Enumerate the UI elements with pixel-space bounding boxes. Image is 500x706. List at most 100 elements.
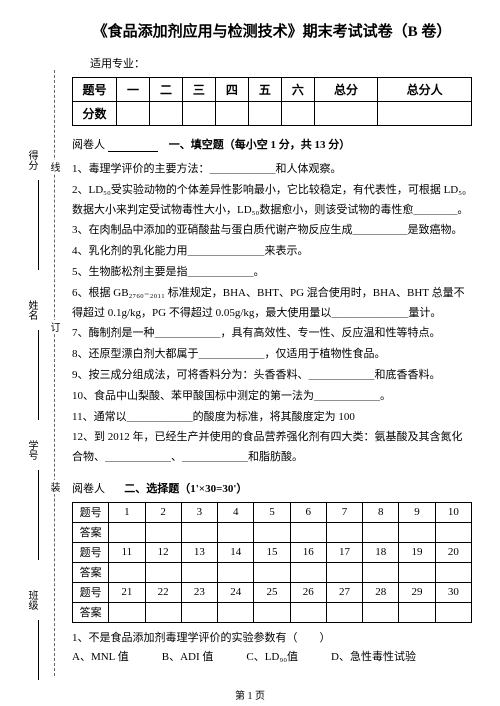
ans-cell (145, 602, 181, 622)
q-num: 17 (326, 542, 362, 562)
side-name: 姓名 (24, 300, 39, 320)
bind-label-1: 线 (46, 160, 61, 174)
q2: 2、LD₅₀受实验动物的个体差异性影响最小，它比较稳定，有代表性，可根据 LD₅… (72, 181, 472, 221)
score-3 (182, 102, 215, 126)
mcq-1: 1、不是食品添加剂毒理学评价的实验参数有（ ） A、MNL 值 B、ADI 值 … (72, 629, 472, 666)
col-1: 一 (117, 78, 150, 102)
subtitle: 适用专业： (90, 55, 472, 71)
side-line-4 (38, 620, 39, 680)
ans-cell (254, 602, 290, 622)
q-num: 11 (109, 542, 145, 562)
ans-cell (218, 602, 254, 622)
ans-cell (218, 562, 254, 582)
score-total (314, 102, 377, 126)
side-score: 得分 (24, 150, 39, 170)
grader-section2: 阅卷人 二、选择题（1'×30=30'） (72, 480, 472, 496)
col-totaller: 总分人 (378, 78, 472, 102)
mcq1-options: A、MNL 值 B、ADI 值 C、LD₉₀值 D、急性毒性试验 (72, 648, 472, 667)
q-num: 24 (218, 582, 254, 602)
ans-cell (254, 522, 290, 542)
q-num: 26 (290, 582, 326, 602)
ans-cell (181, 522, 217, 542)
fill-questions: 1、毒理学评价的主要方法：＿＿＿＿＿＿和人体观察。 2、LD₅₀受实验动物的个体… (72, 160, 472, 468)
q10: 10、食品中山梨酸、苯甲酸国标中测定的第一法为＿＿＿＿＿＿。 (72, 387, 472, 407)
col-6: 六 (281, 78, 314, 102)
q-num: 19 (399, 542, 435, 562)
grader-section1: 阅卷人 一、填空题（每小空 1 分，共 13 分） (72, 136, 472, 152)
side-line-1 (38, 180, 39, 270)
q-num: 28 (363, 582, 399, 602)
ans-cell (435, 522, 471, 542)
binding-margin: 线 订 装 得分 姓名 学号 班级 (24, 0, 64, 706)
side-line-3 (38, 470, 39, 560)
ans-q-label: 题号 (73, 542, 109, 562)
ans-cell (181, 562, 217, 582)
score-4 (215, 102, 248, 126)
q-num: 7 (326, 502, 362, 522)
q-num: 5 (254, 502, 290, 522)
q-num: 10 (435, 502, 471, 522)
ans-cell (399, 562, 435, 582)
ans-cell (363, 522, 399, 542)
ans-cell (399, 602, 435, 622)
ans-cell (181, 602, 217, 622)
page-footer: 第 1 页 (0, 687, 500, 702)
ans-cell (218, 522, 254, 542)
q9: 9、按三成分组成法，可将香料分为：头香香料、＿＿＿＿＿＿和底香香料。 (72, 366, 472, 386)
bind-label-2: 订 (46, 320, 61, 334)
ans-cell (145, 562, 181, 582)
side-line-2 (38, 330, 39, 420)
ans-a-label: 答案 (73, 602, 109, 622)
q-num: 2 (145, 502, 181, 522)
section1-title: 一、填空题（每小空 1 分，共 13 分） (169, 139, 351, 151)
col-3: 三 (182, 78, 215, 102)
row2-label: 分数 (73, 102, 117, 126)
col-4: 四 (215, 78, 248, 102)
page-content: 《食品添加剂应用与检测技术》期末考试试卷（B 卷） 适用专业： 题号 一 二 三… (72, 20, 472, 666)
q11: 11、通常以＿＿＿＿＿＿的酸度为标准，将其酸度定为 100 (72, 408, 472, 428)
q-num: 29 (399, 582, 435, 602)
row1-label: 题号 (73, 78, 117, 102)
col-total: 总分 (314, 78, 377, 102)
col-5: 五 (248, 78, 281, 102)
q-num: 18 (363, 542, 399, 562)
q-num: 25 (254, 582, 290, 602)
q-num: 12 (145, 542, 181, 562)
ans-cell (363, 562, 399, 582)
side-class: 班级 (24, 590, 39, 610)
ans-cell (109, 602, 145, 622)
q12: 12、到 2012 年，已经生产并使用的食品营养强化剂有四大类：氨基酸及其含氮化… (72, 428, 472, 468)
q-num: 1 (109, 502, 145, 522)
ans-a-label: 答案 (73, 522, 109, 542)
q5: 5、生物膨松剂主要是指＿＿＿＿＿＿。 (72, 263, 472, 283)
ans-q-label: 题号 (73, 502, 109, 522)
side-id: 学号 (24, 440, 39, 460)
q-num: 20 (435, 542, 471, 562)
score-6 (281, 102, 314, 126)
ans-cell (363, 602, 399, 622)
q-num: 27 (326, 582, 362, 602)
section2-title: 二、选择题（1'×30=30'） (124, 483, 247, 495)
col-2: 二 (149, 78, 182, 102)
exam-title: 《食品添加剂应用与检测技术》期末考试试卷（B 卷） (72, 20, 472, 41)
score-table: 题号 一 二 三 四 五 六 总分 总分人 分数 (72, 77, 472, 126)
score-1 (117, 102, 150, 126)
ans-cell (326, 602, 362, 622)
q8: 8、还原型漂白剂大都属于＿＿＿＿＿＿，仅适用于植物性食品。 (72, 345, 472, 365)
ans-cell (290, 602, 326, 622)
ans-cell (435, 602, 471, 622)
score-totaller (378, 102, 472, 126)
ans-cell (290, 562, 326, 582)
q4: 4、乳化剂的乳化能力用＿＿＿＿＿＿＿来表示。 (72, 242, 472, 262)
q-num: 4 (218, 502, 254, 522)
q6: 6、根据 GB₂₇₆₀₋₂₀₁₁ 标准规定，BHA、BHT、PG 混合使用时，B… (72, 284, 472, 324)
q-num: 22 (145, 582, 181, 602)
q-num: 3 (181, 502, 217, 522)
ans-cell (326, 522, 362, 542)
q-num: 8 (363, 502, 399, 522)
grader-label-2: 阅卷人 (72, 483, 105, 495)
q1: 1、毒理学评价的主要方法：＿＿＿＿＿＿和人体观察。 (72, 160, 472, 180)
q3: 3、在肉制品中添加的亚硝酸盐与蛋白质代谢产物反应生成＿＿＿＿＿是致癌物。 (72, 221, 472, 241)
q-num: 14 (218, 542, 254, 562)
bind-label-3: 装 (46, 480, 61, 494)
